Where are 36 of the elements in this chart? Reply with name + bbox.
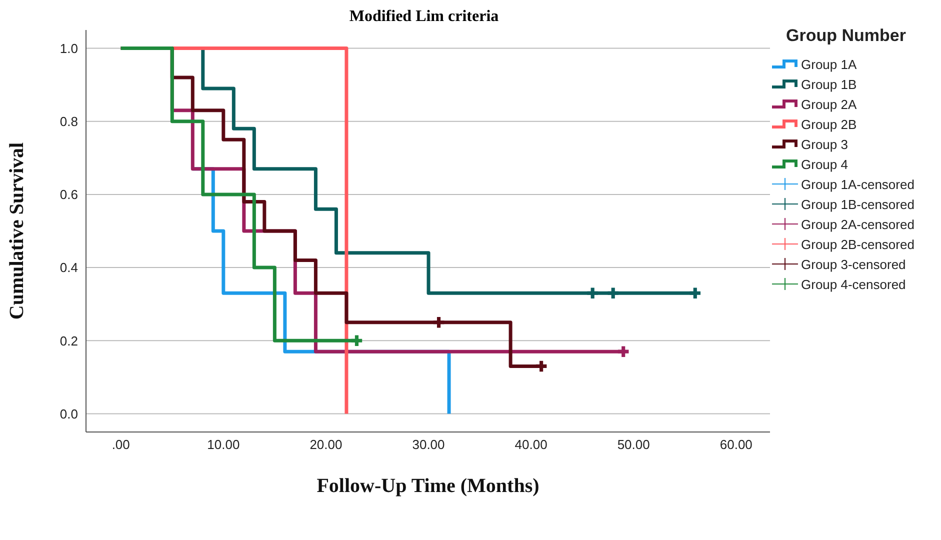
legend-label: Group 1A (801, 56, 857, 72)
y-tick-label: 0.2 (60, 333, 78, 348)
point (351, 335, 362, 346)
point (536, 360, 547, 372)
point (618, 346, 629, 357)
x-tick-label: 10.00 (207, 437, 240, 452)
x-tick-label: .00 (112, 437, 130, 452)
y-tick-label: 0.4 (60, 260, 78, 276)
x-axis-title: Follow-Up Time (Months) (316, 475, 540, 497)
x-tick-label: 40.00 (514, 437, 548, 452)
point (608, 288, 618, 298)
y-tick-label: 0.8 (60, 114, 78, 129)
legend-label: Group 3 (801, 136, 848, 152)
y-tick-label: 0.6 (60, 187, 78, 202)
legend-label: Group 2B-censored (801, 236, 914, 252)
y-axis-title: Cumulative Survival (6, 142, 28, 320)
legend-label: Group 1B-censored (801, 196, 914, 212)
legend-label: Group 2A (801, 96, 857, 112)
point (587, 288, 598, 298)
x-tick-label: 50.00 (617, 437, 650, 452)
legend-label: Group 1A-censored (801, 176, 914, 192)
legend-title: Group Number (785, 26, 907, 46)
legend-label: Group 3-censored (801, 256, 906, 272)
point (433, 316, 444, 328)
chart-title: Modified Lim criteria (348, 8, 500, 26)
x-tick-label: 20.00 (310, 437, 342, 452)
legend-label: Group 4-censored (801, 276, 906, 292)
legend-label: Group 4 (801, 156, 848, 172)
legend-label: Group 1B (801, 76, 857, 92)
legend-label: Group 2B (801, 116, 857, 132)
legend-label: Group 2A-censored (801, 216, 914, 232)
y-tick-label: 1.0 (60, 40, 78, 56)
y-tick-label: 0.0 (60, 406, 78, 422)
point (690, 288, 701, 298)
x-tick-label: 60.00 (720, 437, 752, 452)
x-tick-label: 30.00 (412, 437, 445, 452)
